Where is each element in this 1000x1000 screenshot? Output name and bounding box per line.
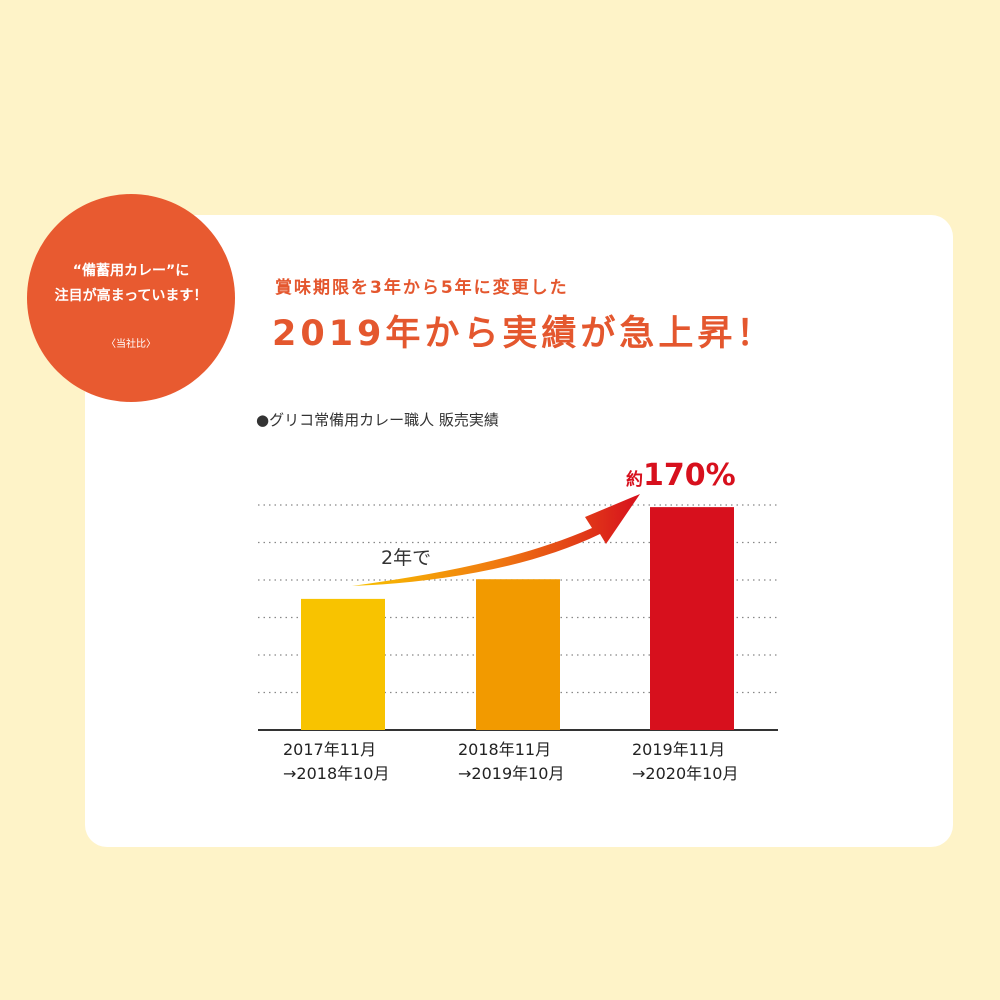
badge-note: 〈当社比〉: [106, 339, 156, 350]
x-tick-label-line: →2018年10月: [283, 764, 390, 783]
headline: 2019年から実績が急上昇！: [272, 314, 776, 354]
badge-line2: 注目が高まっています！: [54, 288, 208, 304]
x-tick-label: 2018年11月 →2019年10月: [458, 738, 565, 786]
value-prefix: 約: [626, 470, 643, 490]
value-percent: 170%: [643, 458, 736, 493]
value-label: 約170%: [626, 458, 736, 493]
x-tick-label-line: →2019年10月: [458, 764, 565, 783]
x-tick-label-line: →2020年10月: [632, 764, 739, 783]
growth-arrow: [352, 494, 640, 586]
subtitle: 賞味期限を3年から5年に変更した: [275, 278, 569, 298]
bar: [650, 507, 734, 730]
badge-line1: “備蓄用カレー”に: [72, 263, 190, 279]
x-tick-label: 2019年11月 →2020年10月: [632, 738, 739, 786]
callout-badge: “備蓄用カレー”に 注目が高まっています！ 〈当社比〉: [27, 194, 235, 402]
x-tick-label-line: 2017年11月: [283, 740, 377, 759]
chart-title: ●グリコ常備用カレー職人 販売実績: [256, 411, 499, 429]
x-tick-label-line: 2019年11月: [632, 740, 726, 759]
arrow-label: 2年で: [381, 547, 432, 569]
bar: [301, 598, 385, 730]
bar: [476, 579, 560, 730]
x-tick-label-line: 2018年11月: [458, 740, 552, 759]
x-tick-label: 2017年11月 →2018年10月: [283, 738, 390, 786]
